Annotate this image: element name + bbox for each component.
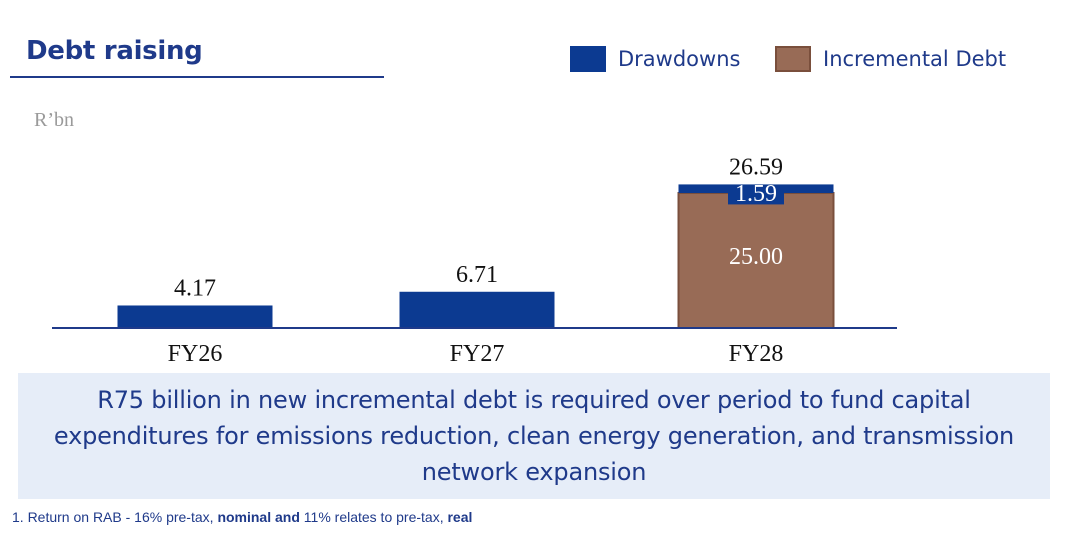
- footnote-text-1: 1. Return on RAB - 16% pre-tax,: [12, 509, 218, 525]
- legend-label-drawdowns: Drawdowns: [618, 47, 741, 71]
- footnote-bold-2: real: [447, 509, 473, 525]
- bar-incremental-debt-fy28: [677, 192, 835, 329]
- bar-drawdowns-fy26: [117, 305, 273, 328]
- legend-item-drawdowns: Drawdowns: [570, 46, 740, 72]
- data-label-drawdowns-fy28: 1.59: [735, 181, 777, 207]
- title-underline: [10, 76, 384, 78]
- x-tick-label-fy27: FY27: [450, 341, 505, 367]
- legend-swatch-drawdowns: [570, 46, 606, 72]
- x-tick-label-fy28: FY28: [729, 341, 784, 367]
- footnote: 1. Return on RAB - 16% pre-tax, nominal …: [12, 509, 472, 525]
- callout-box: R75 billion in new incremental debt is r…: [18, 373, 1050, 499]
- footnote-bold-1: nominal and: [217, 509, 300, 525]
- callout-text: R75 billion in new incremental debt is r…: [53, 386, 1015, 486]
- footnote-text-2: 11% relates to pre-tax,: [299, 509, 448, 525]
- y-axis-unit-label: R’bn: [34, 109, 74, 131]
- x-tick-label-fy26: FY26: [168, 341, 223, 367]
- legend-swatch-incremental-debt: [775, 46, 811, 72]
- data-label-badge-drawdowns-fy28: [728, 185, 784, 205]
- total-label-fy27: 6.71: [456, 262, 498, 288]
- legend-label-incremental-debt: Incremental Debt: [823, 47, 1007, 71]
- bar-drawdowns-fy27: [399, 291, 555, 328]
- legend-item-incremental-debt: Incremental Debt: [775, 46, 1006, 72]
- total-label-fy28: 26.59: [729, 154, 783, 180]
- total-label-fy26: 4.17: [174, 275, 216, 301]
- data-label-incremental-debt-fy28: 25.00: [729, 244, 783, 270]
- chart-title: Debt raising: [26, 36, 203, 66]
